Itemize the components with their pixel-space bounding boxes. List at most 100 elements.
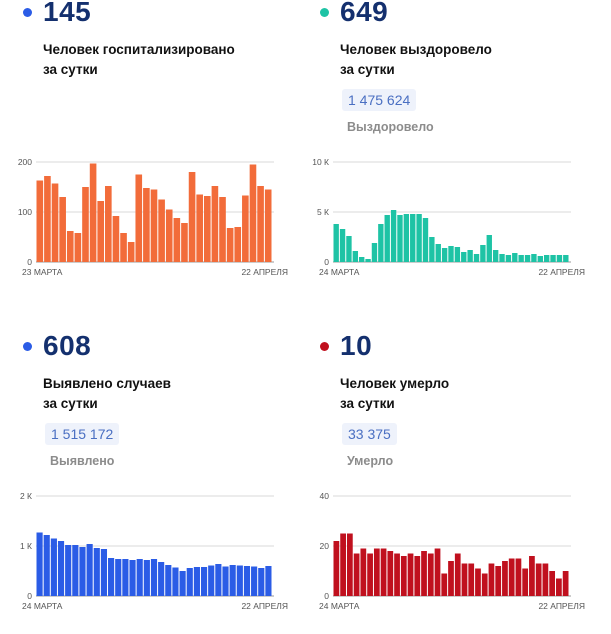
bar <box>66 231 74 262</box>
panel-cases: 608 Выявлено случаев за сутки 1 515 172 … <box>10 330 300 634</box>
bar <box>535 563 542 596</box>
bar <box>181 223 188 262</box>
panel-deaths: 10 Человек умерло за сутки 33 375 Умерло… <box>307 330 597 634</box>
bar <box>387 551 394 596</box>
bar <box>74 233 82 262</box>
bar <box>50 538 57 596</box>
recovered-total-label: Выздоровело <box>347 120 434 134</box>
bar <box>397 215 403 262</box>
bar <box>434 548 441 596</box>
x-start-label: 23 МАРТА <box>22 267 63 277</box>
bar <box>51 183 59 262</box>
bar <box>173 218 181 262</box>
bar <box>143 188 150 262</box>
recovered-chart: 0 5 К 10 К 24 МАРТА 22 АПРЕЛЯ <box>312 157 585 277</box>
bar <box>492 250 499 262</box>
bar <box>384 215 390 262</box>
bar <box>461 563 468 596</box>
bar <box>97 201 105 262</box>
bar <box>394 553 400 596</box>
hospitalized-count: 145 <box>43 0 92 27</box>
recovered-count: 649 <box>340 0 389 27</box>
hospitalized-caption: Человек госпитализировано за сутки <box>43 40 235 80</box>
bar <box>448 246 454 262</box>
bar <box>36 532 43 596</box>
deaths-dot-icon <box>320 342 329 351</box>
bar <box>529 556 535 596</box>
bar <box>105 186 112 262</box>
bar <box>550 255 556 262</box>
bar <box>158 562 165 596</box>
bar <box>480 245 486 262</box>
bar <box>563 255 569 262</box>
y-tick-label: 10 К <box>312 157 329 167</box>
bar <box>219 197 226 262</box>
bar <box>340 533 346 596</box>
bar <box>380 548 387 596</box>
recovered-total: 1 475 624 <box>342 89 417 111</box>
cases-caption-line2: за сутки <box>43 396 98 411</box>
y-tick-label: 2 К <box>20 491 32 501</box>
bar <box>136 559 143 596</box>
y-tick-label: 5 К <box>317 207 329 217</box>
bar <box>461 252 467 262</box>
bar <box>468 563 475 596</box>
bar <box>346 236 352 262</box>
bar <box>448 561 454 596</box>
bar <box>488 563 495 596</box>
y-tick-label: 100 <box>18 207 32 217</box>
bar <box>467 250 473 262</box>
bar <box>556 578 562 596</box>
bar <box>407 553 414 596</box>
bar <box>242 195 249 262</box>
bar <box>150 189 158 262</box>
bar <box>243 566 251 596</box>
y-tick-label: 0 <box>27 257 32 267</box>
bar <box>135 174 143 262</box>
bar <box>421 551 427 596</box>
bar <box>249 164 257 262</box>
bar <box>43 535 50 596</box>
bar <box>59 197 66 262</box>
cases-total: 1 515 172 <box>45 423 120 445</box>
bar <box>143 560 150 596</box>
bar <box>188 172 196 262</box>
bar <box>427 553 434 596</box>
bar <box>65 545 72 596</box>
bar <box>429 237 435 262</box>
bar <box>115 559 122 596</box>
bar <box>390 210 397 262</box>
bar <box>562 571 569 596</box>
recovered-caption-line1: Человек выздоровело <box>340 42 492 57</box>
bar <box>365 259 371 262</box>
bar <box>203 196 211 262</box>
cases-chart: 0 1 К 2 К 24 МАРТА 22 АПРЕЛЯ <box>20 491 288 611</box>
deaths-caption-line1: Человек умерло <box>340 376 450 391</box>
bar <box>508 558 515 596</box>
bar <box>371 243 378 262</box>
hospitalized-chart: 0 100 200 23 МАРТА 22 АПРЕЛЯ <box>18 157 288 277</box>
cases-dot-icon <box>23 342 32 351</box>
bar <box>333 541 340 596</box>
bar <box>473 254 480 262</box>
deaths-count: 10 <box>340 330 373 361</box>
y-tick-label: 20 <box>320 541 330 551</box>
bar <box>333 224 339 262</box>
bar <box>265 566 272 596</box>
hospitalized-dot-icon <box>23 8 32 17</box>
bar <box>264 189 272 262</box>
bar <box>542 563 549 596</box>
bar <box>200 567 208 596</box>
bar <box>352 251 359 262</box>
bar <box>524 255 531 262</box>
deaths-caption-line2: за сутки <box>340 396 395 411</box>
bar <box>441 248 448 262</box>
bar <box>93 548 100 596</box>
cases-total-label: Выявлено <box>50 454 115 468</box>
bar <box>522 568 529 596</box>
deaths-caption: Человек умерло за сутки <box>340 374 449 414</box>
bar <box>186 568 193 596</box>
cases-caption-line1: Выявлено случаев <box>43 376 171 391</box>
bar <box>150 559 158 596</box>
x-start-label: 24 МАРТА <box>319 601 360 611</box>
